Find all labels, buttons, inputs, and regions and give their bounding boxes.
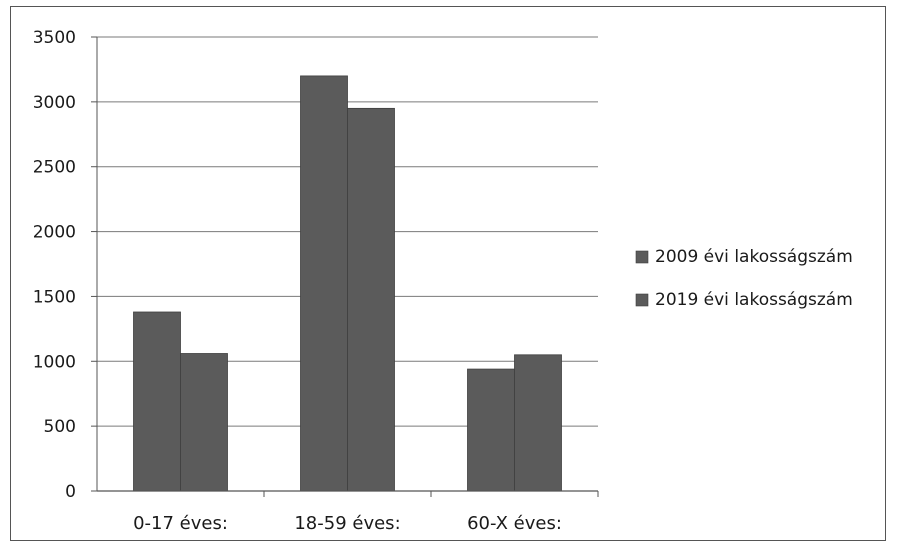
y-tick-label: 1000 (33, 352, 76, 372)
y-tick-label: 0 (65, 482, 76, 502)
x-category-label: 18-59 éves: (294, 513, 400, 534)
bar-2-1 (180, 353, 228, 492)
legend-label: 2019 évi lakosságszám (655, 290, 853, 310)
axes (96, 37, 599, 497)
bar-2-2 (347, 107, 395, 492)
y-tick-label: 500 (44, 417, 76, 437)
y-tick-label: 2500 (33, 158, 76, 178)
y-tick-label: 1500 (33, 287, 76, 307)
x-category-label: 60-X éves: (467, 513, 562, 534)
y-tick-label: 3500 (33, 28, 76, 48)
y-tick-label: 2000 (33, 223, 76, 243)
y-axis-ticks: 0 500 1000 1500 2000 2500 3000 3500 (33, 28, 76, 502)
legend: 2009 évi lakosságszám 2019 évi lakosságsz… (635, 247, 853, 310)
x-category-label: 0-17 éves: (133, 513, 228, 534)
y-tick-label: 3000 (33, 93, 76, 113)
legend-swatch (635, 293, 649, 307)
x-axis-labels: 0-17 éves: 18-59 éves: 60-X éves: (133, 513, 562, 534)
bar-1-1 (133, 311, 181, 492)
legend-label: 2009 évi lakosságszám (655, 247, 853, 267)
bars (133, 75, 562, 492)
bar-1-2 (300, 75, 348, 492)
bar-2-3 (514, 354, 562, 492)
legend-swatch (635, 250, 649, 264)
bar-1-3 (467, 368, 515, 492)
